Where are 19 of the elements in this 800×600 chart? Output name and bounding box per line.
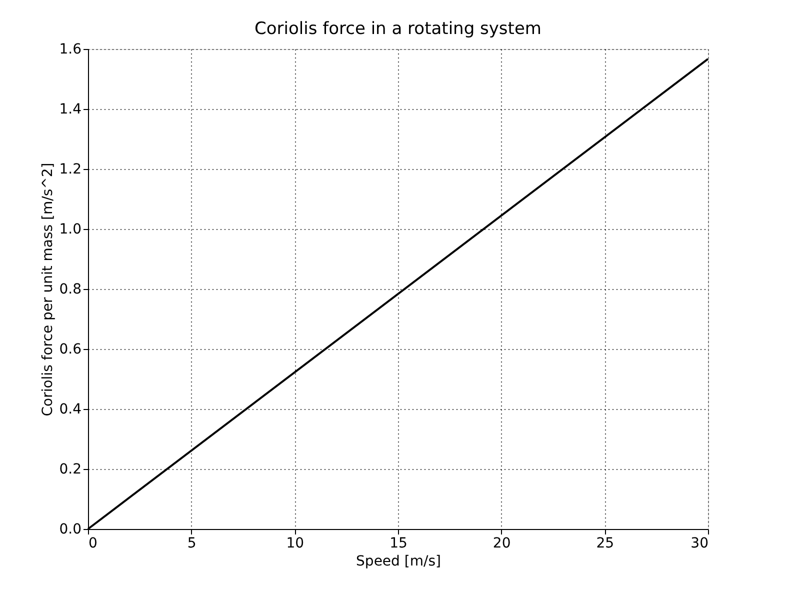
y-tick-label: 1.2: [59, 162, 82, 178]
y-tick-label: 0.6: [59, 342, 82, 358]
x-tick-label: 5: [187, 536, 196, 552]
y-tick-label: 1.6: [59, 42, 82, 58]
x-tick-label: 20: [492, 536, 511, 552]
y-tick-label: 1.4: [59, 102, 82, 118]
x-tick-label: 10: [286, 536, 304, 552]
y-tick-label: 1.0: [59, 222, 82, 238]
y-tick-label: 0.8: [59, 282, 82, 298]
x-axis-title: Speed [m/s]: [356, 554, 441, 570]
y-tick-label: 0.4: [59, 402, 82, 418]
x-tick-label: 30: [690, 536, 708, 552]
x-tick-label: 15: [390, 536, 408, 552]
y-tick-label: 0.0: [59, 522, 82, 538]
y-tick-label: 0.2: [59, 462, 82, 478]
y-axis-title: Coriolis force per unit mass [m/s^2]: [40, 162, 56, 416]
x-tick-label: 25: [596, 536, 614, 552]
chart-title: Coriolis force in a rotating system: [254, 19, 542, 39]
x-tick-label: 0: [88, 536, 98, 552]
